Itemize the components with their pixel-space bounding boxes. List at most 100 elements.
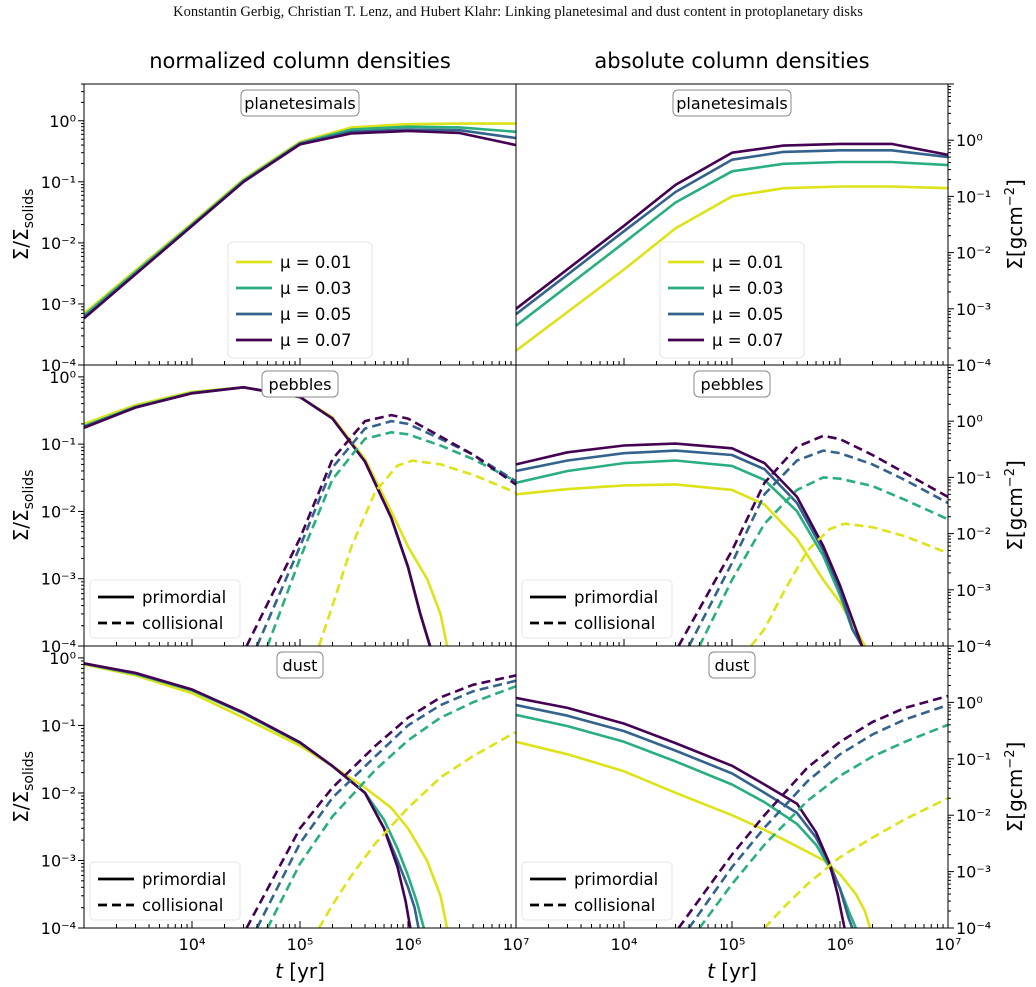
axis-text: 10⁴ 10⁵ 10⁶ 10⁷ 10⁴ 10⁵ 10⁶ 10⁷10⁻⁴10⁻³10⁻²10⁻¹… [9,49,1027,983]
y-tick-label: 10⁻¹ [41,435,76,454]
y-tick-label: 10⁰ [49,368,76,387]
series-line-dashed-0.03 [266,431,516,646]
series-line-dashed-0.01 [749,522,948,646]
x-axis-label: t [yr] [275,959,325,983]
y-tick-label: 10⁻¹ [41,173,76,192]
panel-label-planetesimals: planetesimals [240,89,360,117]
legend-type: primordial collisional [89,579,241,639]
series-line-solid-0.05 [516,703,854,928]
y-tick-label: 10⁻¹ [956,187,991,206]
column-title-normalized: normalized column densities [149,49,451,73]
y-tick-label: 10⁻⁴ [956,919,991,938]
series-line-solid-0.07 [84,129,516,320]
legend-type: primordial collisional [521,579,673,639]
y-axis-label-left: Σ/Σsolids [9,470,37,542]
series-line-dashed-0.01 [763,797,948,928]
panel-label-text: pebbles [701,375,764,394]
y-tick-label: 10⁻³ [956,863,991,882]
series-lines [84,122,948,928]
y-tick-label: 10⁻³ [41,570,76,589]
series-line-dashed-0.07 [677,694,948,928]
panel-label-pebbles: pebbles [261,370,339,398]
series-line-dashed-0.03 [266,685,516,928]
y-tick-label: 10⁻² [41,234,76,253]
y-tick-label: 10⁻¹ [956,750,991,769]
series-line-dashed-0.01 [317,459,516,646]
y-tick-label: 10⁰ [956,131,983,150]
panel-planetesimals-normalized [84,122,516,320]
series-line-solid-0.07 [516,442,864,646]
series-line-dashed-0.07 [245,413,516,646]
legend-label: collisional [142,614,223,633]
column-title-absolute: absolute column densities [594,49,869,73]
y-axis-label-right: Σ[gcm−2] [1003,179,1027,270]
y-tick-label: 10⁻³ [41,295,76,314]
x-tick-label: 10⁵ [719,935,746,954]
x-tick-label: 10⁵ [287,935,314,954]
legend-type: primordial collisional [521,861,673,921]
panel-label-box [672,89,792,117]
series-line-solid-0.01 [516,740,872,928]
panel-dust-normalized [84,662,516,928]
y-tick-label: 10⁻¹ [41,716,76,735]
legend-label: primordial [574,870,658,889]
x-tick-label: 10⁶ [395,935,422,954]
series-line-dashed-0.05 [687,703,948,928]
panel-planetesimals-absolute [516,142,948,352]
panel-label-planetesimals: planetesimals [672,89,792,117]
y-tick-label: 10⁰ [49,649,76,668]
series-line-solid-0.07 [516,696,846,928]
series-line-dashed-0.01 [317,730,516,928]
y-tick-label: 10⁻² [956,525,991,544]
y-tick-label: 10⁻⁴ [41,919,76,938]
legend-label: μ = 0.01 [712,253,784,272]
x-tick-label: 10⁴ [179,935,206,954]
panel-label-box [276,651,324,679]
y-axis-label-left: Σ/Σsolids [9,751,37,823]
legend-label: collisional [574,614,655,633]
panel-label-dust: dust [708,651,756,679]
x-tick-label: 10⁶ [827,935,854,954]
y-axis-label-left: Σ/Σsolids [9,189,37,261]
y-axis-label-right: Σ[gcm−2] [1003,460,1027,551]
legend-mu: μ = 0.01 μ = 0.03 μ = 0.05 μ = 0.07 [227,241,373,359]
panel-label-box [240,89,360,117]
panel-frames [83,83,949,929]
legend-label: μ = 0.01 [280,253,352,272]
paper-header: Konstantin Gerbig, Christian T. Lenz, an… [173,4,863,20]
legend-label: primordial [142,588,226,607]
y-axis-label-right: Σ[gcm−2] [1003,742,1027,833]
y-tick-label: 10⁻¹ [956,468,991,487]
x-tick-label: 10⁴ [611,935,638,954]
y-tick-label: 10⁻³ [956,581,991,600]
y-tick-label: 10⁻³ [41,851,76,870]
y-tick-label: 10⁻⁴ [41,637,76,656]
legend-label: μ = 0.05 [712,305,784,324]
legends: planetesimals planetesimals pebbles pebbles… [89,89,805,921]
y-tick-label: 10⁻² [41,502,76,521]
panel-label-text: dust [283,656,318,675]
panel-label-text: planetesimals [244,94,355,113]
series-line-dashed-0.05 [255,679,516,928]
series-line-solid-0.05 [516,149,948,316]
y-tick-label: 10⁰ [956,693,983,712]
series-line-dashed-0.05 [255,419,516,646]
legend-label: μ = 0.03 [280,279,352,298]
series-line-solid-0.03 [516,160,948,327]
panel-label-box [693,370,771,398]
panel-label-box [708,651,756,679]
series-line-dashed-0.07 [245,674,516,928]
y-tick-label: 10⁻² [41,784,76,803]
legend-label: primordial [142,870,226,889]
series-line-dashed-0.03 [698,723,948,928]
panel-pebbles-normalized [84,386,516,646]
series-line-solid-0.05 [516,449,864,646]
panel-pebbles-absolute [516,434,948,646]
y-tick-label: 10⁻⁴ [956,637,991,656]
legend-label: collisional [574,896,655,915]
x-tick-label: 10⁷ [935,935,962,954]
x-axis-label: t [yr] [707,959,757,983]
panel-label-pebbles: pebbles [693,370,771,398]
series-line-solid-0.01 [516,185,948,352]
series-line-solid-0.07 [84,662,412,928]
